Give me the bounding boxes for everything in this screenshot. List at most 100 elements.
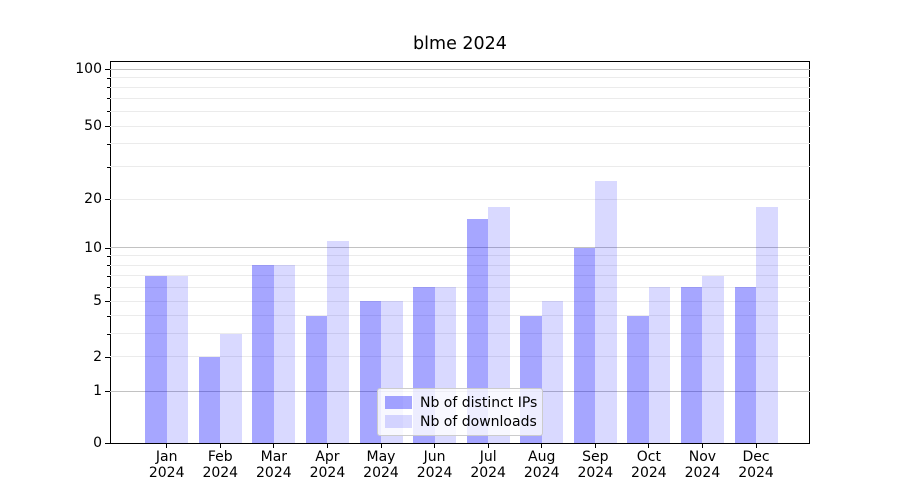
legend-label-downloads: Nb of downloads bbox=[420, 413, 537, 430]
x-tick-year: 2024 bbox=[309, 465, 346, 481]
x-tick-month: Mar bbox=[260, 449, 288, 465]
y-tick bbox=[105, 356, 110, 358]
legend-entry-distinct-ips: Nb of distinct IPs bbox=[385, 393, 538, 412]
x-tick bbox=[594, 444, 596, 448]
legend-swatch-distinct-ips bbox=[385, 396, 412, 409]
x-tick-month: Jan bbox=[155, 449, 178, 465]
x-tick-year: 2024 bbox=[256, 465, 292, 481]
plot-area: Nb of distinct IPs Nb of downloads bbox=[110, 62, 810, 443]
minor-gridline bbox=[110, 356, 810, 358]
minor-gridline bbox=[110, 275, 810, 277]
y-tick bbox=[105, 443, 110, 444]
minor-gridline bbox=[110, 264, 810, 266]
x-tick-month: Dec bbox=[742, 449, 770, 465]
x-tick-label: Mar 2024 bbox=[244, 449, 304, 481]
y-tick-label: 1 bbox=[93, 383, 102, 399]
x-tick-year: 2024 bbox=[631, 465, 667, 481]
bar-distinct-ips bbox=[734, 287, 757, 443]
x-tick-month: Nov bbox=[688, 449, 717, 465]
y-tick-label: 2 bbox=[93, 348, 102, 365]
y-minor-tick bbox=[107, 275, 110, 277]
y-tick bbox=[105, 69, 110, 70]
x-tick-label: Jun 2024 bbox=[405, 449, 465, 481]
minor-gridline bbox=[110, 125, 810, 127]
x-tick-year: 2024 bbox=[738, 465, 774, 481]
y-tick-label: 0 bbox=[93, 435, 102, 451]
x-tick bbox=[648, 444, 650, 448]
x-tick-month: Sep bbox=[582, 449, 609, 465]
legend: Nb of distinct IPs Nb of downloads bbox=[377, 388, 543, 436]
plot-frame bbox=[110, 61, 810, 444]
y-minor-tick bbox=[107, 77, 110, 79]
y-tick bbox=[105, 126, 110, 127]
x-tick-label: Jul 2024 bbox=[458, 449, 518, 481]
x-tick-month: Jun bbox=[423, 449, 446, 465]
legend-label-distinct-ips: Nb of distinct IPs bbox=[420, 394, 538, 411]
bar-distinct-ips bbox=[145, 275, 167, 443]
bar-distinct-ips bbox=[466, 219, 489, 443]
x-tick-month: Oct bbox=[636, 449, 661, 465]
bar-distinct-ips bbox=[198, 356, 221, 443]
x-tick-month: Jul bbox=[479, 449, 497, 465]
y-minor-tick bbox=[107, 333, 110, 335]
minor-gridline bbox=[110, 255, 810, 257]
minor-gridline bbox=[110, 143, 810, 145]
bar-distinct-ips bbox=[627, 315, 649, 443]
x-tick-year: 2024 bbox=[148, 465, 185, 481]
x-tick-month: Feb bbox=[207, 449, 233, 465]
y-tick-label: 50 bbox=[84, 118, 102, 134]
y-tick-label: 100 bbox=[75, 61, 102, 77]
y-tick-label: 10 bbox=[84, 239, 102, 256]
bar-downloads bbox=[541, 301, 564, 443]
y-minor-tick bbox=[107, 98, 110, 100]
x-tick bbox=[541, 444, 543, 448]
y-tick bbox=[105, 301, 110, 302]
y-tick bbox=[105, 247, 110, 249]
minor-gridline bbox=[110, 77, 810, 79]
x-tick-year: 2024 bbox=[363, 465, 399, 481]
major-gridline bbox=[110, 68, 810, 70]
y-minor-tick bbox=[107, 265, 110, 267]
bar-downloads bbox=[488, 206, 510, 443]
x-tick-label: May 2024 bbox=[351, 449, 411, 481]
bar-distinct-ips bbox=[573, 247, 596, 443]
x-tick bbox=[755, 444, 757, 448]
bar-distinct-ips bbox=[305, 315, 328, 443]
legend-swatch-downloads bbox=[385, 415, 412, 428]
bar-downloads bbox=[648, 287, 671, 443]
x-tick-year: 2024 bbox=[470, 465, 506, 481]
minor-gridline bbox=[110, 86, 810, 88]
x-tick-label: Jan 2024 bbox=[137, 449, 197, 481]
x-tick-year: 2024 bbox=[523, 465, 560, 481]
bar-downloads bbox=[595, 181, 617, 443]
minor-gridline bbox=[110, 333, 810, 335]
minor-gridline bbox=[110, 166, 810, 168]
chart-title: blme 2024 bbox=[413, 34, 507, 54]
major-gridline bbox=[110, 247, 810, 248]
x-tick-label: Oct 2024 bbox=[619, 449, 679, 481]
bar-downloads bbox=[220, 333, 242, 443]
minor-gridline bbox=[110, 198, 810, 200]
x-tick bbox=[273, 444, 275, 448]
bar-downloads bbox=[166, 275, 189, 443]
x-tick bbox=[487, 444, 489, 448]
minor-gridline bbox=[110, 97, 810, 99]
x-tick-month: May bbox=[366, 449, 396, 465]
y-tick-label: 5 bbox=[93, 293, 102, 309]
y-minor-tick bbox=[107, 255, 110, 257]
y-minor-tick bbox=[107, 315, 110, 317]
minor-gridline bbox=[110, 315, 810, 317]
y-tick bbox=[105, 199, 110, 200]
minor-gridline bbox=[110, 286, 810, 288]
x-tick bbox=[434, 444, 436, 448]
x-tick bbox=[219, 444, 221, 448]
minor-gridline bbox=[110, 300, 810, 302]
x-tick bbox=[326, 444, 328, 448]
bar-distinct-ips bbox=[680, 287, 703, 443]
x-tick-label: Nov 2024 bbox=[672, 449, 732, 481]
x-tick-label: Dec 2024 bbox=[726, 449, 786, 481]
x-tick-year: 2024 bbox=[416, 465, 453, 481]
y-tick bbox=[105, 391, 110, 392]
y-minor-tick bbox=[107, 166, 110, 168]
